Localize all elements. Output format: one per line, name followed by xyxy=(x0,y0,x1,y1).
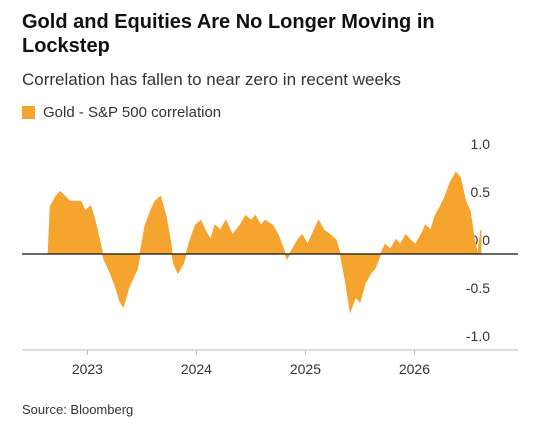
legend-swatch xyxy=(22,106,35,119)
x-tick-label: 2023 xyxy=(72,361,103,377)
y-tick-label: -1.0 xyxy=(466,328,490,344)
source-note: Source: Bloomberg xyxy=(22,402,134,417)
y-tick-label: -0.5 xyxy=(466,280,490,296)
x-tick-label: 2026 xyxy=(399,361,430,377)
legend: Gold - S&P 500 correlation xyxy=(22,104,221,121)
area xyxy=(47,171,482,314)
legend-label: Gold - S&P 500 correlation xyxy=(43,104,222,121)
x-tick-label: 2025 xyxy=(290,361,321,377)
x-tick-label: 2024 xyxy=(181,361,212,377)
y-tick-label: 0.5 xyxy=(471,184,491,200)
y-tick-label: 1.0 xyxy=(471,136,491,152)
chart-subtitle: Correlation has fallen to near zero in r… xyxy=(22,70,401,89)
chart-title: Gold and Equities Are No Longer Moving i… xyxy=(22,11,435,57)
